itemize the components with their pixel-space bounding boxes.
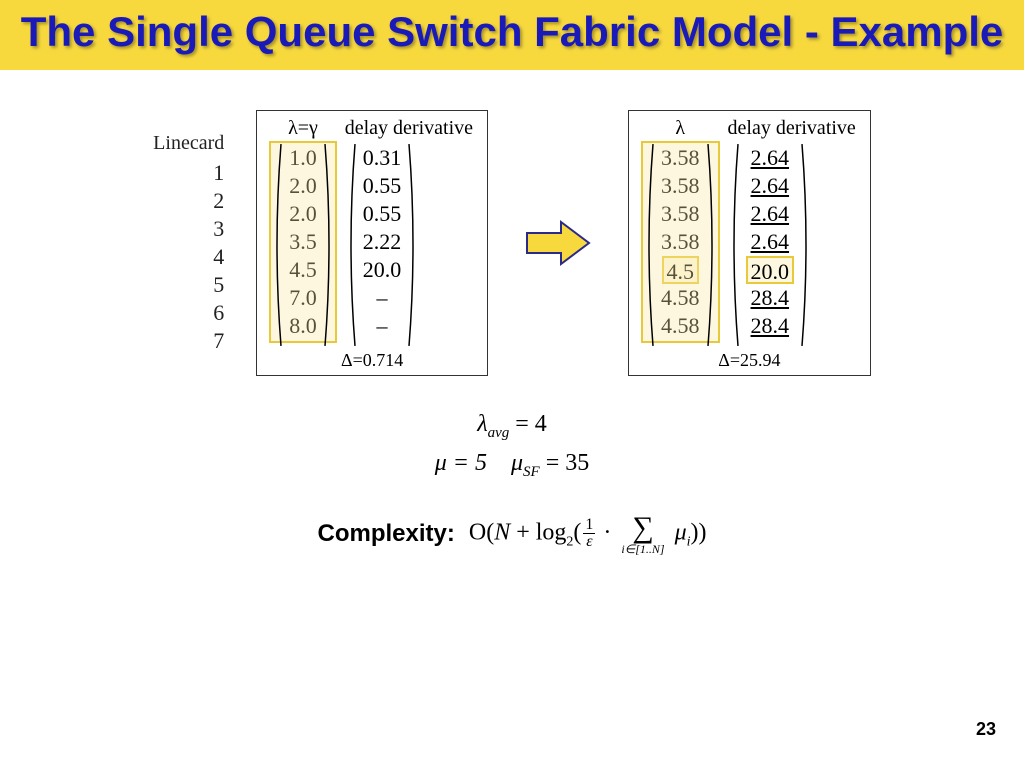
right-delay-vector: delay derivative 2.64 2.64 2.64 2.64 20.… <box>728 117 856 348</box>
vector-value: 3.58 <box>661 228 700 256</box>
vector-value: 2.0 <box>289 172 317 200</box>
vector-value: 0.55 <box>363 172 402 200</box>
vector-value: – <box>363 284 402 312</box>
vector-value: 3.58 <box>661 172 700 200</box>
left-lambda-header: λ=γ <box>271 117 335 140</box>
linecard-row: 3 <box>153 215 224 243</box>
paren-left-icon <box>271 142 283 348</box>
vector-value: 28.4 <box>746 312 795 340</box>
vector-value: 3.58 <box>661 200 700 228</box>
complexity-row: Complexity: O(N + log2(1ε · ∑i∈[1..N] μi… <box>0 513 1024 555</box>
vector-value: 7.0 <box>289 284 317 312</box>
content-row: Linecard 1 2 3 4 5 6 7 λ=γ 1.0 2.0 2.0 3… <box>0 110 1024 376</box>
title-band: The Single Queue Switch Fabric Model - E… <box>0 0 1024 70</box>
vector-value: 3.5 <box>289 228 317 256</box>
page-number: 23 <box>976 719 996 740</box>
boxed-value: 20.0 <box>746 256 795 284</box>
right-delay-header: delay derivative <box>728 117 856 140</box>
vector-value: 20.0 <box>363 256 402 284</box>
paren-left-icon <box>643 142 655 348</box>
vector-value: 4.58 <box>661 312 700 340</box>
complexity-label: Complexity: <box>317 520 454 548</box>
paren-right-icon <box>800 142 812 348</box>
vector-value: 2.64 <box>746 172 795 200</box>
vector-value: 2.22 <box>363 228 402 256</box>
linecard-row: 6 <box>153 299 224 327</box>
linecard-row: 4 <box>153 243 224 271</box>
linecard-row: 5 <box>153 271 224 299</box>
right-lambda-header: λ <box>643 117 718 140</box>
vector-value: 3.58 <box>661 144 700 172</box>
vector-value: – <box>363 312 402 340</box>
linecard-column: Linecard 1 2 3 4 5 6 7 <box>153 132 226 355</box>
vector-value: 4.58 <box>661 284 700 312</box>
left-panel: λ=γ 1.0 2.0 2.0 3.5 4.5 7.0 8.0 <box>256 110 488 376</box>
right-lambda-vector: λ 3.58 3.58 3.58 3.58 4.5 4.58 4.58 <box>643 117 718 348</box>
vector-value: 0.55 <box>363 200 402 228</box>
linecard-row: 7 <box>153 327 224 355</box>
left-delay-vector: delay derivative 0.31 0.55 0.55 2.22 20.… <box>345 117 473 348</box>
paren-left-icon <box>345 142 357 348</box>
vector-value: 4.5 <box>661 256 700 284</box>
paren-left-icon <box>728 142 740 348</box>
vector-value: 1.0 <box>289 144 317 172</box>
linecard-header: Linecard <box>153 132 224 155</box>
paren-right-icon <box>706 142 718 348</box>
lambda-avg-equation: λavg = 4 <box>0 406 1024 444</box>
boxed-value: 4.5 <box>662 256 700 284</box>
vector-value: 28.4 <box>746 284 795 312</box>
vector-value: 20.0 <box>746 256 795 284</box>
page-title: The Single Queue Switch Fabric Model - E… <box>0 8 1024 56</box>
left-lambda-vector: λ=γ 1.0 2.0 2.0 3.5 4.5 7.0 8.0 <box>271 117 335 348</box>
linecard-row: 2 <box>153 187 224 215</box>
mu-equation: μ = 5 μSF = 35 <box>0 445 1024 483</box>
arrow-icon <box>518 218 598 268</box>
right-delta-label: Δ=25.94 <box>643 350 856 371</box>
left-delta-label: Δ=0.714 <box>271 350 473 371</box>
right-panel: λ 3.58 3.58 3.58 3.58 4.5 4.58 4.58 <box>628 110 871 376</box>
linecard-row: 1 <box>153 159 224 187</box>
vector-value: 2.64 <box>746 228 795 256</box>
vector-value: 2.0 <box>289 200 317 228</box>
complexity-expression: O(N + log2(1ε · ∑i∈[1..N] μi)) <box>469 513 707 555</box>
paren-right-icon <box>407 142 419 348</box>
paren-right-icon <box>323 142 335 348</box>
vector-value: 0.31 <box>363 144 402 172</box>
vector-value: 2.64 <box>746 144 795 172</box>
vector-value: 4.5 <box>289 256 317 284</box>
middle-equations: λavg = 4 μ = 5 μSF = 35 <box>0 406 1024 483</box>
vector-value: 8.0 <box>289 312 317 340</box>
vector-value: 2.64 <box>746 200 795 228</box>
left-delay-header: delay derivative <box>345 117 473 140</box>
